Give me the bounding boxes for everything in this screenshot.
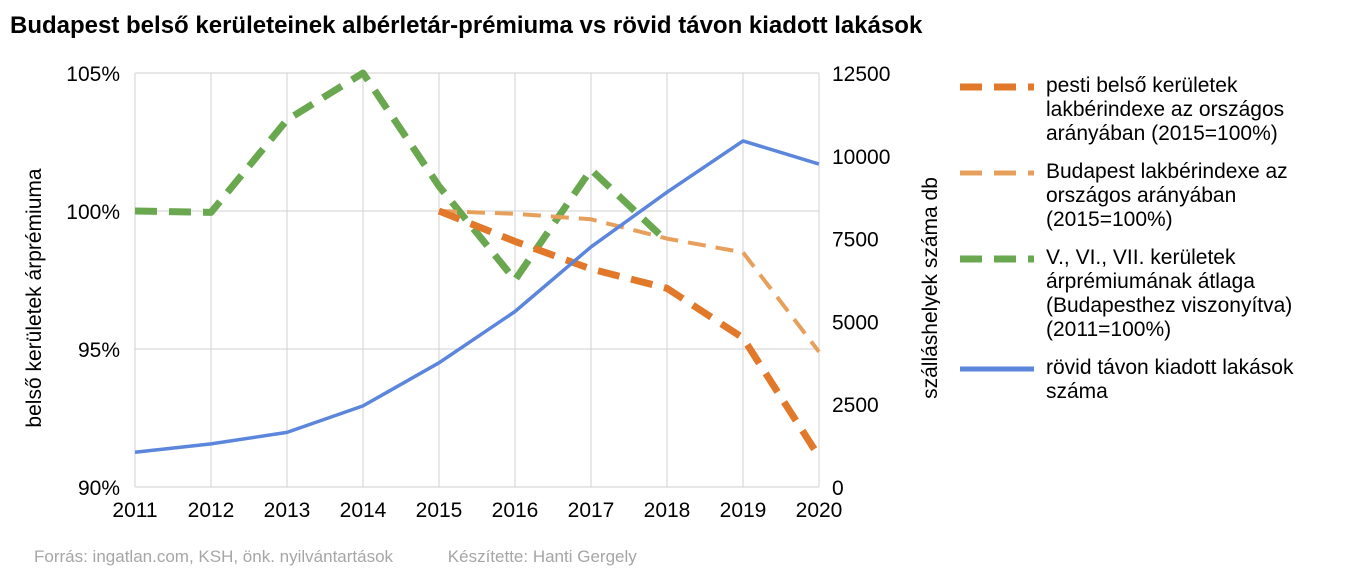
x-tick-label: 2019	[720, 499, 767, 522]
legend-item: pesti belső kerületek lakbérindexe az or…	[958, 74, 1343, 146]
y-left-tick-label: 105%	[66, 63, 120, 86]
series-line-1	[438, 209, 821, 354]
legend-item: Budapest lakbérindexe az országos arányá…	[958, 160, 1343, 232]
legend-label: rövid távon kiadott lakások száma	[1046, 356, 1294, 403]
source-note: Forrás: ingatlan.com, KSH, önk. nyilvánt…	[34, 547, 394, 566]
y-left-tick-label: 90%	[78, 477, 120, 500]
legend-label: Budapest lakbérindexe az országos arányá…	[1046, 160, 1288, 231]
grid	[134, 72, 820, 488]
legend-label: pesti belső kerületek lakbérindexe az or…	[1046, 74, 1285, 145]
series-line-2	[134, 69, 670, 284]
x-tick-label: 2015	[416, 499, 463, 522]
y-right-tick-label: 2500	[832, 394, 879, 417]
x-tick-label: 2012	[188, 499, 235, 522]
line-chart: belső kerületek árprémiuma szálláshelyek…	[23, 63, 940, 522]
author-note: Készítette: Hanti Gergely	[447, 547, 637, 566]
legend-item: rövid távon kiadott lakások száma	[958, 356, 1343, 404]
tick-labels: 90% 95% 100% 105% 0 2500 5000 7500 10000 12500 201…	[66, 63, 890, 522]
legend-swatch-orange-dash	[960, 83, 1034, 91]
legend-item: V., VI., VII. kerületek árprémiumának át…	[958, 246, 1343, 342]
legend: pesti belső kerületek lakbérindexe az or…	[958, 74, 1343, 418]
x-tick-label: 2018	[644, 499, 691, 522]
x-tick-label: 2011	[112, 499, 157, 522]
x-tick-label: 2020	[796, 499, 843, 522]
legend-swatch-blue-line	[960, 366, 1034, 372]
y-axis-left-label: belső kerületek árprémiuma	[23, 168, 46, 427]
x-tick-label: 2014	[340, 499, 387, 522]
y-right-tick-label: 5000	[832, 311, 879, 334]
x-tick-label: 2017	[568, 499, 615, 522]
x-tick-label: 2016	[492, 499, 539, 522]
chart-title: Budapest belső kerületeinek albérletár-p…	[10, 12, 923, 39]
x-tick-label: 2013	[264, 499, 311, 522]
y-right-tick-label: 7500	[832, 229, 879, 252]
y-right-tick-label: 12500	[832, 63, 890, 86]
legend-swatch-light-orange-dash	[960, 170, 1034, 176]
y-left-tick-label: 95%	[78, 339, 120, 362]
footer: Forrás: ingatlan.com, KSH, önk. nyilvánt…	[34, 547, 687, 567]
legend-label: V., VI., VII. kerületek árprémiumának át…	[1046, 246, 1293, 341]
series-line-3	[134, 139, 820, 454]
y-left-tick-label: 100%	[66, 201, 120, 224]
series-line-0	[437, 207, 822, 459]
series-layer	[134, 69, 822, 459]
y-right-tick-label: 10000	[832, 146, 890, 169]
y-axis-right-label: szálláshelyek száma db	[919, 177, 940, 399]
y-right-tick-label: 0	[832, 477, 844, 500]
axis-labels: belső kerületek árprémiuma szálláshelyek…	[23, 168, 940, 427]
legend-swatch-green-dash	[960, 255, 1034, 263]
